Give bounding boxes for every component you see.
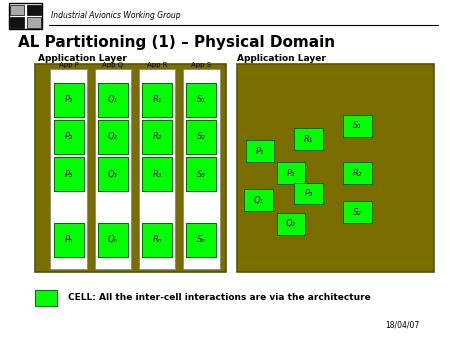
Bar [186,157,216,191]
Bar [27,4,40,15]
Text: Q₁: Q₁ [254,196,264,205]
Bar [237,64,434,272]
Text: 18/04/07: 18/04/07 [385,320,419,330]
Text: App Q: App Q [102,62,123,68]
Bar [54,157,84,191]
Text: S₂: S₂ [197,132,206,141]
Text: App S: App S [191,62,212,68]
Text: Application Layer: Application Layer [237,53,326,63]
Bar [343,201,372,223]
Bar [142,120,172,154]
Text: P₃: P₃ [64,170,73,178]
Text: S₁: S₁ [353,121,362,130]
Text: Application Layer: Application Layer [38,53,126,63]
Bar [98,223,128,257]
Bar [98,83,128,117]
Bar [98,157,128,191]
Bar [50,69,87,269]
Bar [294,128,323,150]
Text: CELL: All the inter-cell interactions are via the architecture: CELL: All the inter-cell interactions ar… [68,293,370,302]
Text: AL Partitioning (1) – Physical Domain: AL Partitioning (1) – Physical Domain [18,35,335,50]
Text: R₃: R₃ [153,170,162,178]
Text: R₂: R₂ [153,132,162,141]
Bar [142,157,172,191]
Bar [142,223,172,257]
Text: R₂: R₂ [353,169,362,178]
Bar [343,162,372,184]
Bar [183,69,220,269]
Text: P₃: P₃ [305,189,313,198]
Bar [186,120,216,154]
Bar [10,17,24,28]
Bar [98,120,128,154]
Bar [277,162,306,184]
Text: Sₙ: Sₙ [197,236,206,244]
Text: S₂: S₂ [353,208,362,217]
Bar [294,183,323,204]
Bar [54,223,84,257]
Text: App P: App P [58,62,79,68]
Bar [36,290,57,306]
Text: App R: App R [147,62,167,68]
Text: Q₂: Q₂ [286,219,296,228]
Bar [139,69,176,269]
Text: R₁: R₁ [304,135,313,144]
Text: P₂: P₂ [64,132,73,141]
Text: Pₙ: Pₙ [64,236,73,244]
Bar [186,223,216,257]
Text: P₂: P₂ [287,169,295,178]
Text: S₃: S₃ [197,170,206,178]
Bar [36,64,226,272]
Bar [54,83,84,117]
Text: Q₂: Q₂ [108,132,118,141]
Bar [54,120,84,154]
Text: Q₁: Q₁ [108,95,118,104]
Bar [10,4,24,15]
Text: Industrial Avionics Working Group: Industrial Avionics Working Group [51,11,180,20]
Bar [246,140,274,162]
Text: Q₃: Q₃ [108,170,118,178]
Text: S₁: S₁ [197,95,206,104]
Text: R₁: R₁ [153,95,162,104]
Text: P₁: P₁ [64,95,73,104]
Bar [27,17,40,28]
Bar [9,3,42,29]
Text: Rₙ: Rₙ [153,236,162,244]
Bar [186,83,216,117]
Bar [343,115,372,137]
Bar [277,213,306,235]
Bar [95,69,131,269]
Bar [244,189,273,211]
Bar [142,83,172,117]
Text: Qₙ: Qₙ [108,236,118,244]
Text: P₁: P₁ [256,147,264,156]
